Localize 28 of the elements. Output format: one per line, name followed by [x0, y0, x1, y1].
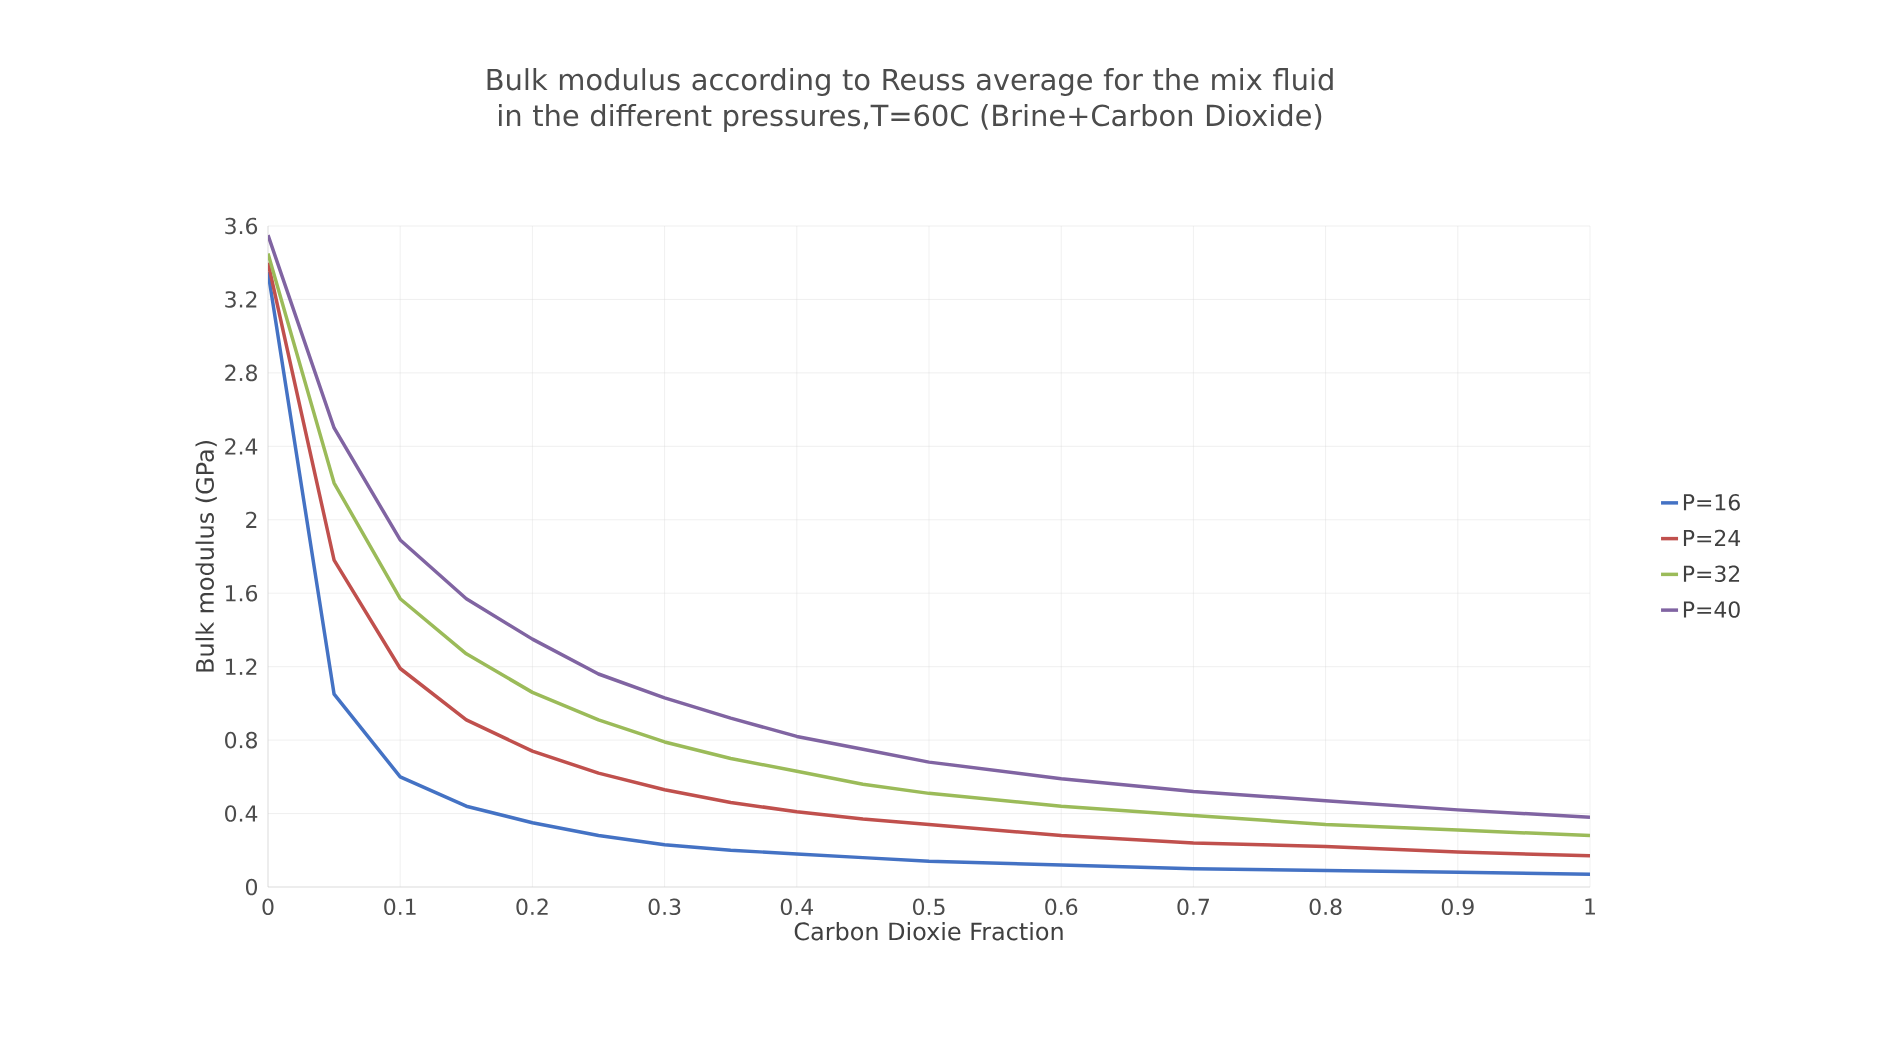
legend-label: P=32 — [1683, 565, 1740, 583]
y-tick-label: 1.6 — [226, 584, 258, 602]
legend-label: P=24 — [1683, 529, 1741, 547]
x-tick-label: 0.3 — [648, 898, 681, 916]
y-tick-label: 0.8 — [225, 731, 257, 749]
y-tick-label: 0 — [245, 878, 258, 896]
y-tick-label: 2.4 — [225, 438, 258, 455]
legend-label: P=16 — [1683, 494, 1740, 511]
y-tick-label: 1.2 — [226, 658, 257, 675]
x-tick-label: 0.6 — [1045, 898, 1078, 916]
legend-label: P=40 — [1683, 601, 1740, 618]
y-tick-label: 2.8 — [225, 364, 257, 382]
x-tick-label: 0.2 — [516, 898, 548, 916]
x-tick-label: 0.7 — [1177, 898, 1209, 916]
x-tick-label: 0.5 — [913, 898, 945, 916]
y-tick-label: 3.2 — [225, 291, 257, 308]
x-tick-label: 0 — [262, 898, 274, 916]
x-tick-label: 1 — [1585, 898, 1595, 915]
chart-title: Bulk modulus according to Reuss average for the mix fluid in the different pressures,T=60C (Brine+Carbon Dioxide) — [487, 68, 1333, 132]
x-tick-label: 0.4 — [780, 898, 814, 916]
y-axis-title: Bulk modulus (GPa) — [195, 441, 217, 672]
y-tick-label: 0.4 — [225, 805, 258, 822]
y-tick-label: 3.6 — [225, 217, 258, 235]
x-tick-label: 0.1 — [384, 898, 416, 916]
y-tick-label: 2 — [246, 511, 257, 528]
x-axis-title: Carbon Dioxie Fraction — [794, 921, 1063, 941]
x-tick-label: 0.9 — [1441, 898, 1474, 916]
x-tick-label: 0.8 — [1309, 898, 1342, 916]
